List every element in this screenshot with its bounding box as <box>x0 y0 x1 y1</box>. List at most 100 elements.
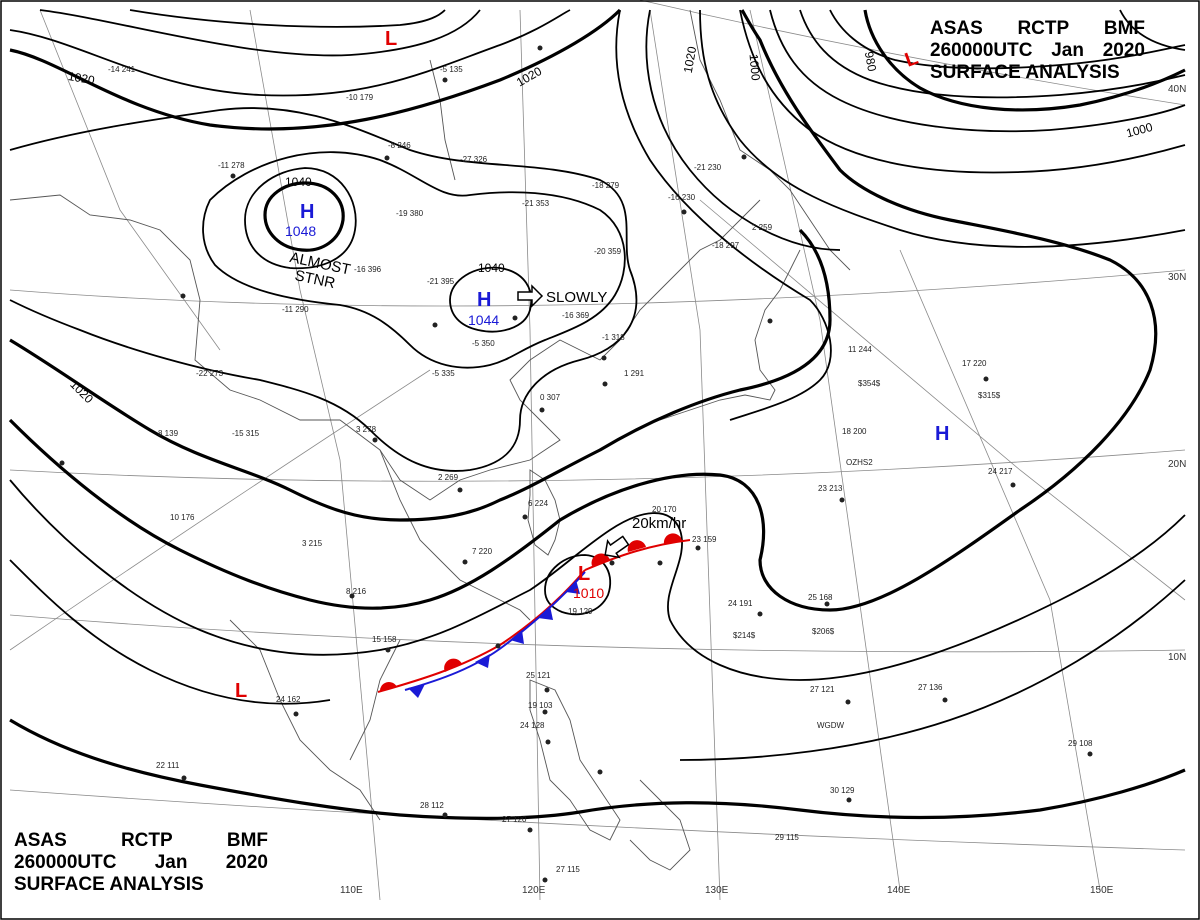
station-plot: 18 200 <box>842 427 867 436</box>
station-plot: 17 220 <box>962 359 987 368</box>
station-plots: -14 241 -5 135 -10 179 -8 246 -27 326 -11 278… <box>108 65 1093 874</box>
low-center-west-letter: L <box>235 680 247 702</box>
ship-id: $315$ <box>978 391 1001 400</box>
valid-month: Jan <box>154 852 188 873</box>
isobar-label: 1040 <box>285 175 312 189</box>
station-plot: -1 318 <box>602 333 625 342</box>
low-center-1010-letter: L <box>578 563 590 585</box>
station-plot: 2 259 <box>752 223 773 232</box>
station-plot: -16 230 <box>668 193 696 202</box>
station-plot: -5 335 <box>432 369 455 378</box>
station-plot: -21 395 <box>427 277 455 286</box>
station-plot: -10 179 <box>346 93 374 102</box>
pressure-centers: H 1048 H 1044 L 1010 H L L L <box>235 28 949 702</box>
chart-title: SURFACE ANALYSIS <box>14 874 204 895</box>
header-top: ASAS RCTP BMF 260000UTC Jan 2020 SURFACE… <box>930 18 1145 84</box>
station-plot: -14 241 <box>108 65 136 74</box>
isobar-label: 1020 <box>67 69 96 87</box>
agency-name: ASAS <box>930 18 983 39</box>
station-plot: -20 359 <box>594 247 622 256</box>
station-plot: 24 128 <box>520 721 545 730</box>
valid-month: Jan <box>1051 40 1084 61</box>
station-plot: 28 112 <box>420 801 444 810</box>
station-plot: 30 129 <box>830 786 855 795</box>
graticule <box>9 0 1186 901</box>
isobar-label: 980 <box>862 50 879 72</box>
station-plot: -5 350 <box>472 339 495 348</box>
slowly-label: SLOWLY <box>546 289 607 306</box>
lat-label: 40N <box>1168 84 1186 95</box>
station-plot: 10 176 <box>170 513 195 522</box>
station-plot: 29 108 <box>1068 739 1093 748</box>
warm-front-line <box>584 539 691 571</box>
station-plot: 27 136 <box>918 683 943 692</box>
station-plot: 25 121 <box>526 671 551 680</box>
warm-front-symbols <box>591 533 682 566</box>
high-center-1048-value: 1048 <box>285 223 316 239</box>
station-plot: 0 307 <box>540 393 561 402</box>
lon-label: 120E <box>522 885 546 896</box>
stationary-front-blue <box>404 571 586 691</box>
ship-id: OZHS2 <box>846 458 873 467</box>
stationary-warm-symbols <box>379 658 462 692</box>
ship-id: $354$ <box>858 379 881 388</box>
station-plot: 15 158 <box>372 635 397 644</box>
station-plot: -21 230 <box>694 163 722 172</box>
graticule-labels: 40N 30N 20N 10N 110E 120E 130E 140E 150E <box>340 84 1186 896</box>
lon-label: 140E <box>887 885 911 896</box>
agency-station: RCTP <box>1017 18 1070 39</box>
ship-id: WGDW <box>817 721 845 730</box>
station-plot: 8 139 <box>158 429 179 438</box>
station-plot: -16 396 <box>354 265 382 274</box>
station-plot: -11 278 <box>218 161 245 170</box>
station-plot: 1 291 <box>624 369 645 378</box>
station-markers <box>59 45 1093 883</box>
station-plot: 27 120 <box>502 815 527 824</box>
lon-label: 110E <box>340 885 363 896</box>
low-center-north-letter: L <box>385 28 397 50</box>
station-plot: 29 115 <box>775 833 799 842</box>
lat-label: 20N <box>1168 459 1186 470</box>
station-plot: 11 244 <box>848 345 872 354</box>
header-bottom: ASAS RCTP BMF 260000UTC Jan 2020 SURFACE… <box>14 830 268 896</box>
station-plot: -18 279 <box>592 181 620 190</box>
station-plot: 23 213 <box>818 484 843 493</box>
chart-title: SURFACE ANALYSIS <box>930 62 1120 83</box>
high-center-east-letter: H <box>935 423 949 445</box>
station-plot: -22 273 <box>196 369 224 378</box>
station-plot: 24 191 <box>728 599 753 608</box>
station-plot: 22 111 <box>156 761 180 770</box>
ship-id: $206$ <box>812 627 835 636</box>
station-plot: -11 290 <box>282 305 309 314</box>
speed-label: 20km/hr <box>632 515 686 532</box>
cold-front-symbols <box>408 580 580 698</box>
ship-id: $214$ <box>733 631 756 640</box>
valid-time: 260000UTC <box>14 852 117 873</box>
isobar-label: 1000 <box>1125 120 1155 141</box>
motion-arrows <box>517 284 630 559</box>
station-plot: 24 162 <box>276 695 301 704</box>
isobars <box>8 8 1186 821</box>
lon-label: 150E <box>1090 885 1114 896</box>
low-center-1010-value: 1010 <box>573 585 604 601</box>
station-plot: -5 135 <box>440 65 463 74</box>
isobar-label: 1040 <box>478 261 505 275</box>
valid-year: 2020 <box>1102 40 1145 61</box>
lat-label: 10N <box>1168 652 1186 663</box>
station-plot: 19 103 <box>528 701 553 710</box>
station-plot: 3 215 <box>302 539 323 548</box>
station-plot: 7 220 <box>472 547 493 556</box>
valid-time: 260000UTC <box>930 40 1033 61</box>
station-plot: 2 269 <box>438 473 459 482</box>
lat-label: 30N <box>1168 272 1186 283</box>
high-center-1048-letter: H <box>300 201 314 223</box>
station-plot: 3 278 <box>356 425 377 434</box>
slowly-arrow-icon <box>517 284 544 308</box>
agency-name: ASAS <box>14 830 67 851</box>
station-plot: 6 224 <box>528 499 549 508</box>
isobar-label: 1000 <box>746 53 762 81</box>
station-plot: 27 121 <box>810 685 835 694</box>
station-plot: 23 159 <box>692 535 717 544</box>
station-plot: -16 369 <box>562 311 590 320</box>
agency-code: BMF <box>226 830 268 851</box>
